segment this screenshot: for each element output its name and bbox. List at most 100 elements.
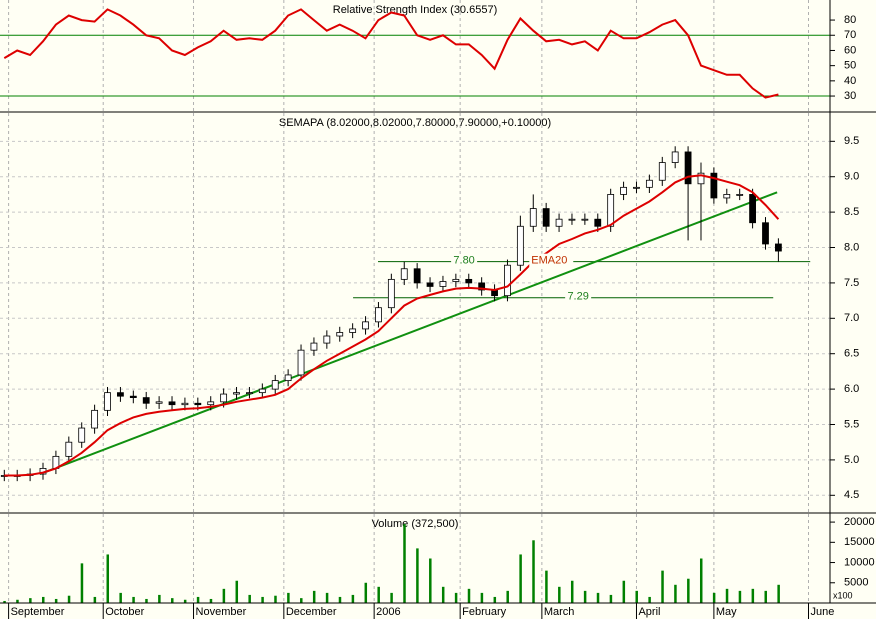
volume-bar xyxy=(338,596,342,603)
y-tick-label: 9.5 xyxy=(844,135,859,147)
candle-body xyxy=(504,264,511,297)
candle-body xyxy=(258,388,266,394)
panel-title: Relative Strength Index (30.6557) xyxy=(333,4,498,16)
volume-bar xyxy=(351,594,355,603)
candle-body xyxy=(633,186,640,189)
rsi-line xyxy=(3,8,779,99)
candle-body xyxy=(542,208,550,227)
panel-title: SEMAPA (8.02000,8.02000,7.80000,7.90000,… xyxy=(279,117,551,129)
candle-body xyxy=(78,427,86,443)
y-tick-label: 6.5 xyxy=(844,348,859,360)
candle-body xyxy=(516,225,524,266)
trend-line xyxy=(39,191,778,475)
candle-body xyxy=(246,392,253,395)
candle-body xyxy=(233,392,240,395)
volume-bar xyxy=(54,598,58,603)
candle-body xyxy=(594,218,602,227)
y-tick-label: 8.5 xyxy=(844,206,859,218)
x-tick-label: September xyxy=(11,606,65,618)
y-tick-label: 5.0 xyxy=(844,454,859,466)
volume-bar xyxy=(42,596,45,603)
volume-bar xyxy=(480,592,484,603)
y-tick-label: 6.0 xyxy=(844,383,859,395)
volume-bar xyxy=(622,580,626,603)
candle-body xyxy=(65,441,73,457)
candle-body xyxy=(271,380,279,390)
candle-body xyxy=(181,402,189,406)
volume-bar xyxy=(454,592,458,603)
volume-bar xyxy=(661,570,664,603)
y-tick-label: 50 xyxy=(844,60,856,72)
candle-body xyxy=(194,402,202,406)
volume-bar xyxy=(596,592,600,603)
x-tick-label: March xyxy=(544,606,575,618)
volume-bar xyxy=(725,588,729,603)
volume-bar xyxy=(687,578,690,603)
volume-bar xyxy=(390,592,393,603)
candle-body xyxy=(349,328,357,333)
candle-body xyxy=(671,151,679,163)
volume-bar xyxy=(648,596,651,603)
volume-bar xyxy=(674,584,677,603)
candle-body xyxy=(439,281,447,287)
volume-bar xyxy=(377,586,380,603)
candle-body xyxy=(155,401,163,404)
candle-body xyxy=(426,282,434,287)
y-tick-label: 8.0 xyxy=(844,241,859,253)
candle-body xyxy=(452,278,460,282)
volume-bar xyxy=(312,590,316,603)
y-tick-label: 30 xyxy=(844,90,856,102)
volume-bar xyxy=(441,586,445,603)
volume-bar xyxy=(467,588,471,603)
panel-title: Volume (372,500) xyxy=(372,518,459,530)
candle-body xyxy=(413,268,421,284)
volume-bar xyxy=(158,594,161,603)
volume-bar xyxy=(325,592,329,603)
volume-bar xyxy=(209,598,213,603)
volume-bar xyxy=(570,580,574,603)
volume-bar xyxy=(403,524,406,603)
volume-bar xyxy=(67,595,71,603)
candle-body xyxy=(323,335,331,344)
candle-body xyxy=(697,172,705,185)
candle-body xyxy=(555,218,563,227)
level-label: 7.29 xyxy=(567,291,588,303)
y-tick-label: 60 xyxy=(844,44,856,56)
y-tick-label: 4.5 xyxy=(844,489,859,501)
y-tick-label: 7.5 xyxy=(844,277,859,289)
y-tick-label: 40 xyxy=(844,75,856,87)
candle-body xyxy=(774,243,782,252)
candle-body xyxy=(607,194,615,227)
volume-bar xyxy=(16,599,19,603)
candle-body xyxy=(129,395,137,399)
level-label: 7.80 xyxy=(453,255,474,267)
candle-body xyxy=(220,393,228,403)
volume-bar xyxy=(300,598,303,603)
candle-body xyxy=(710,172,718,199)
volume-bar xyxy=(183,599,187,603)
series-label-bg xyxy=(529,253,574,268)
volume-bar xyxy=(3,600,6,603)
volume-bar xyxy=(635,590,638,603)
volume-bar xyxy=(171,598,174,603)
series-label: EMA20 xyxy=(531,255,567,267)
volume-bar xyxy=(364,582,368,603)
candle-body xyxy=(736,194,744,196)
volume-bar xyxy=(287,592,290,603)
candle-body xyxy=(684,151,692,185)
volume-bar xyxy=(712,592,716,603)
volume-bar xyxy=(261,596,264,603)
candle-body xyxy=(568,218,576,221)
volume-bar xyxy=(248,594,251,603)
candle-body xyxy=(168,401,176,406)
volume-bar xyxy=(699,558,703,603)
x-tick-label: February xyxy=(462,606,507,618)
candle-body xyxy=(762,222,769,245)
volume-bar xyxy=(274,595,277,603)
volume-bar xyxy=(93,596,97,603)
volume-bar xyxy=(609,594,613,603)
volume-bar xyxy=(764,590,767,603)
candle-body xyxy=(362,321,369,330)
y-tick-label: 70 xyxy=(844,29,856,41)
